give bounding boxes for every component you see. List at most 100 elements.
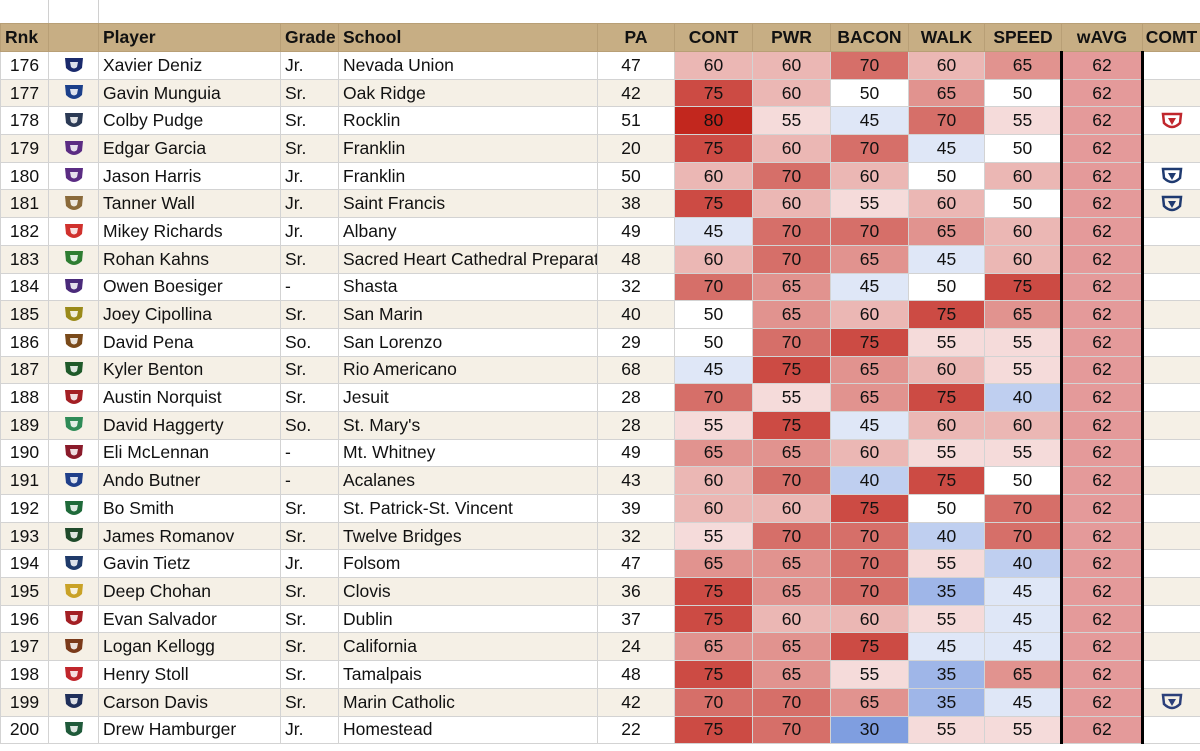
pa-cell[interactable]: 40 [597, 300, 675, 329]
speed-cell[interactable]: 45 [984, 604, 1063, 634]
speed-cell[interactable]: 60 [984, 244, 1063, 274]
wavg-cell[interactable]: 62 [1061, 438, 1144, 468]
school-logo-cell[interactable] [48, 632, 99, 662]
speed-cell[interactable]: 50 [984, 466, 1063, 495]
wavg-cell[interactable]: 62 [1061, 51, 1144, 80]
table-row[interactable]: 190 Eli McLennan - Mt. Whitney 49 65 65 60 55 55 6… [0, 438, 1200, 468]
player-cell[interactable]: Gavin Tietz [98, 549, 281, 579]
cont-cell[interactable]: 50 [674, 300, 753, 329]
pwr-cell[interactable]: 55 [752, 106, 831, 136]
rank-cell[interactable]: 187 [0, 355, 49, 385]
comt-cell[interactable] [1142, 134, 1200, 163]
player-cell[interactable]: Logan Kellogg [98, 632, 281, 662]
wavg-cell[interactable]: 62 [1061, 272, 1144, 302]
bacon-cell[interactable]: 75 [830, 327, 909, 357]
bacon-cell[interactable]: 70 [830, 134, 909, 163]
rank-cell[interactable]: 191 [0, 466, 49, 495]
pa-cell[interactable]: 29 [597, 327, 675, 357]
school-logo-cell[interactable] [48, 494, 99, 523]
table-row[interactable]: 198 Henry Stoll Sr. Tamalpais 48 75 65 55 35 65 62 [0, 660, 1200, 689]
grade-cell[interactable]: Jr. [280, 549, 339, 579]
cont-cell[interactable]: 70 [674, 272, 753, 302]
table-row[interactable]: 185 Joey Cipollina Sr. San Marin 40 50 65 60 75 6… [0, 300, 1200, 329]
pa-cell[interactable]: 51 [597, 106, 675, 136]
bacon-cell[interactable]: 70 [830, 51, 909, 80]
table-row[interactable]: 186 David Pena So. San Lorenzo 29 50 70 75 55 55 6… [0, 327, 1200, 357]
bacon-cell[interactable]: 55 [830, 660, 909, 689]
comt-cell[interactable] [1142, 272, 1200, 302]
walk-cell[interactable]: 60 [908, 410, 985, 440]
walk-cell[interactable]: 50 [908, 161, 985, 191]
comt-cell[interactable] [1142, 383, 1200, 412]
comt-cell[interactable] [1142, 715, 1200, 745]
rank-cell[interactable]: 195 [0, 577, 49, 606]
pa-cell[interactable]: 48 [597, 660, 675, 689]
rank-cell[interactable]: 177 [0, 78, 49, 108]
bacon-cell[interactable]: 70 [830, 217, 909, 246]
walk-cell[interactable]: 35 [908, 660, 985, 689]
wavg-cell[interactable]: 62 [1061, 161, 1144, 191]
bacon-cell[interactable]: 70 [830, 577, 909, 606]
walk-cell[interactable]: 60 [908, 355, 985, 385]
col-header-pa[interactable]: PA [597, 23, 675, 52]
walk-cell[interactable]: 45 [908, 632, 985, 662]
player-cell[interactable]: Tanner Wall [98, 189, 281, 219]
cont-cell[interactable]: 75 [674, 78, 753, 108]
pa-cell[interactable]: 22 [597, 715, 675, 745]
school-cell[interactable]: Rocklin [338, 106, 598, 136]
pwr-cell[interactable]: 70 [752, 217, 831, 246]
wavg-cell[interactable]: 62 [1061, 327, 1144, 357]
speed-cell[interactable]: 55 [984, 715, 1063, 745]
rank-cell[interactable]: 178 [0, 106, 49, 136]
pa-cell[interactable]: 49 [597, 438, 675, 468]
rank-cell[interactable]: 193 [0, 521, 49, 551]
cont-cell[interactable]: 65 [674, 632, 753, 662]
school-cell[interactable]: Homestead [338, 715, 598, 745]
school-cell[interactable]: San Lorenzo [338, 327, 598, 357]
school-logo-cell[interactable] [48, 78, 99, 108]
pwr-cell[interactable]: 60 [752, 78, 831, 108]
pa-cell[interactable]: 42 [597, 687, 675, 717]
col-header-rank[interactable]: Rnk [0, 23, 49, 52]
player-cell[interactable]: Colby Pudge [98, 106, 281, 136]
player-cell[interactable]: Gavin Munguia [98, 78, 281, 108]
comt-cell[interactable] [1142, 78, 1200, 108]
pa-cell[interactable]: 68 [597, 355, 675, 385]
player-cell[interactable]: Austin Norquist [98, 383, 281, 412]
speed-cell[interactable]: 70 [984, 494, 1063, 523]
player-cell[interactable]: Ando Butner [98, 466, 281, 495]
comt-cell[interactable] [1142, 410, 1200, 440]
grade-cell[interactable]: Sr. [280, 134, 339, 163]
bacon-cell[interactable]: 45 [830, 106, 909, 136]
school-logo-cell[interactable] [48, 272, 99, 302]
bacon-cell[interactable]: 60 [830, 300, 909, 329]
table-row[interactable]: 187 Kyler Benton Sr. Rio Americano 68 45 75 65 6… [0, 355, 1200, 385]
comt-cell[interactable] [1142, 189, 1200, 219]
speed-cell[interactable]: 60 [984, 217, 1063, 246]
bacon-cell[interactable]: 45 [830, 272, 909, 302]
table-row[interactable]: 184 Owen Boesiger - Shasta 32 70 65 45 50 75 62 [0, 272, 1200, 302]
school-logo-cell[interactable] [48, 687, 99, 717]
pwr-cell[interactable]: 70 [752, 161, 831, 191]
comt-cell[interactable] [1142, 438, 1200, 468]
col-header-comt[interactable]: COMT [1142, 23, 1200, 52]
col-header-logo[interactable] [48, 23, 99, 52]
cont-cell[interactable]: 70 [674, 687, 753, 717]
wavg-cell[interactable]: 62 [1061, 687, 1144, 717]
table-row[interactable]: 197 Logan Kellogg Sr. California 24 65 65 75 45 4… [0, 632, 1200, 662]
bacon-cell[interactable]: 70 [830, 549, 909, 579]
comt-cell[interactable] [1142, 106, 1200, 136]
player-cell[interactable]: Bo Smith [98, 494, 281, 523]
comt-cell[interactable] [1142, 466, 1200, 495]
school-cell[interactable]: Saint Francis [338, 189, 598, 219]
rank-cell[interactable]: 190 [0, 438, 49, 468]
walk-cell[interactable]: 55 [908, 438, 985, 468]
wavg-cell[interactable]: 62 [1061, 549, 1144, 579]
player-cell[interactable]: Eli McLennan [98, 438, 281, 468]
pwr-cell[interactable]: 65 [752, 300, 831, 329]
pwr-cell[interactable]: 60 [752, 189, 831, 219]
wavg-cell[interactable]: 62 [1061, 494, 1144, 523]
grade-cell[interactable]: Sr. [280, 494, 339, 523]
wavg-cell[interactable]: 62 [1061, 217, 1144, 246]
school-logo-cell[interactable] [48, 327, 99, 357]
